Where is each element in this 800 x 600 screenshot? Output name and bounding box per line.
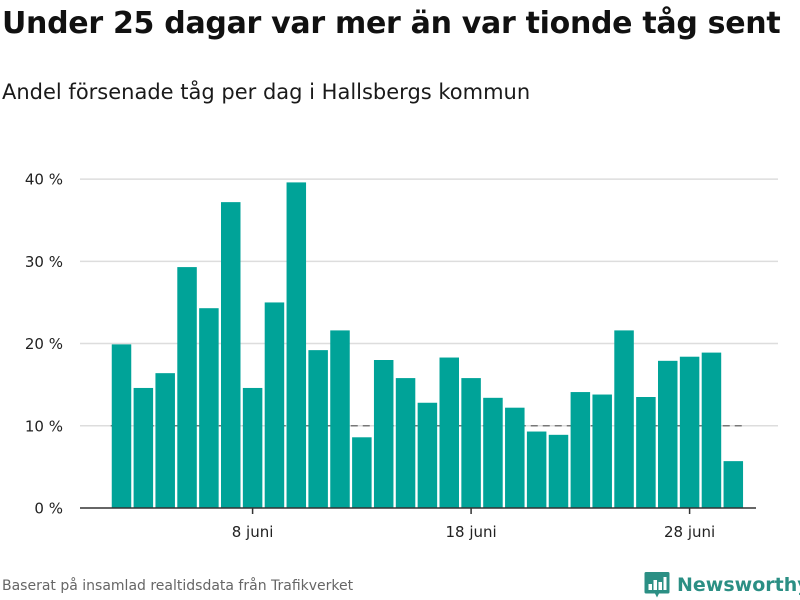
- bar-chart: 0 % 10 % 20 % 30 % 40 % 8 juni 18 juni 28 juni: [25, 171, 778, 541]
- y-tick-label: 20 %: [25, 335, 63, 353]
- bar: [177, 267, 197, 508]
- bar: [636, 397, 656, 508]
- brand-name: Newsworthy: [677, 574, 800, 596]
- y-tick-label: 40 %: [25, 171, 63, 189]
- bars: [111, 182, 744, 508]
- bar: [286, 182, 307, 508]
- bar-chart-icon: [644, 572, 670, 598]
- y-tick-label: 30 %: [25, 253, 63, 271]
- bar: [133, 387, 154, 508]
- bar: [592, 394, 612, 508]
- brand-logo: Newsworthy: [644, 570, 800, 600]
- bar: [679, 356, 700, 508]
- bar: [395, 378, 416, 508]
- bar: [242, 387, 263, 508]
- axes: 0 % 10 % 20 % 30 % 40 % 8 juni 18 juni 28 juni: [25, 171, 756, 541]
- x-tick-label: 8 juni: [232, 523, 274, 541]
- y-tick-label: 0 %: [34, 500, 63, 518]
- bar: [330, 330, 350, 508]
- bar: [548, 434, 569, 508]
- bar: [570, 392, 591, 508]
- bar: [352, 437, 372, 508]
- bar: [439, 357, 459, 508]
- bar: [221, 202, 241, 508]
- chart-title: Under 25 dagar var mer än var tionde tåg…: [2, 6, 781, 41]
- x-tick-label: 18 juni: [445, 523, 496, 541]
- y-tick-label: 10 %: [25, 417, 63, 435]
- x-tick-label: 28 juni: [664, 523, 715, 541]
- bar: [199, 308, 219, 508]
- bar: [505, 407, 525, 508]
- bar: [483, 397, 503, 508]
- bar: [614, 330, 634, 508]
- bar: [461, 378, 481, 508]
- bar: [308, 350, 328, 508]
- bar: [526, 431, 547, 508]
- bar: [658, 360, 678, 508]
- chart-subtitle: Andel försenade tåg per dag i Hallsbergs…: [2, 80, 531, 104]
- bar: [111, 344, 132, 508]
- bar: [373, 360, 394, 508]
- bar: [723, 461, 744, 508]
- source-note: Baserat på insamlad realtidsdata från Tr…: [2, 578, 354, 594]
- bar: [701, 352, 722, 508]
- bar: [264, 302, 285, 508]
- bar: [417, 402, 438, 508]
- bar: [155, 373, 175, 508]
